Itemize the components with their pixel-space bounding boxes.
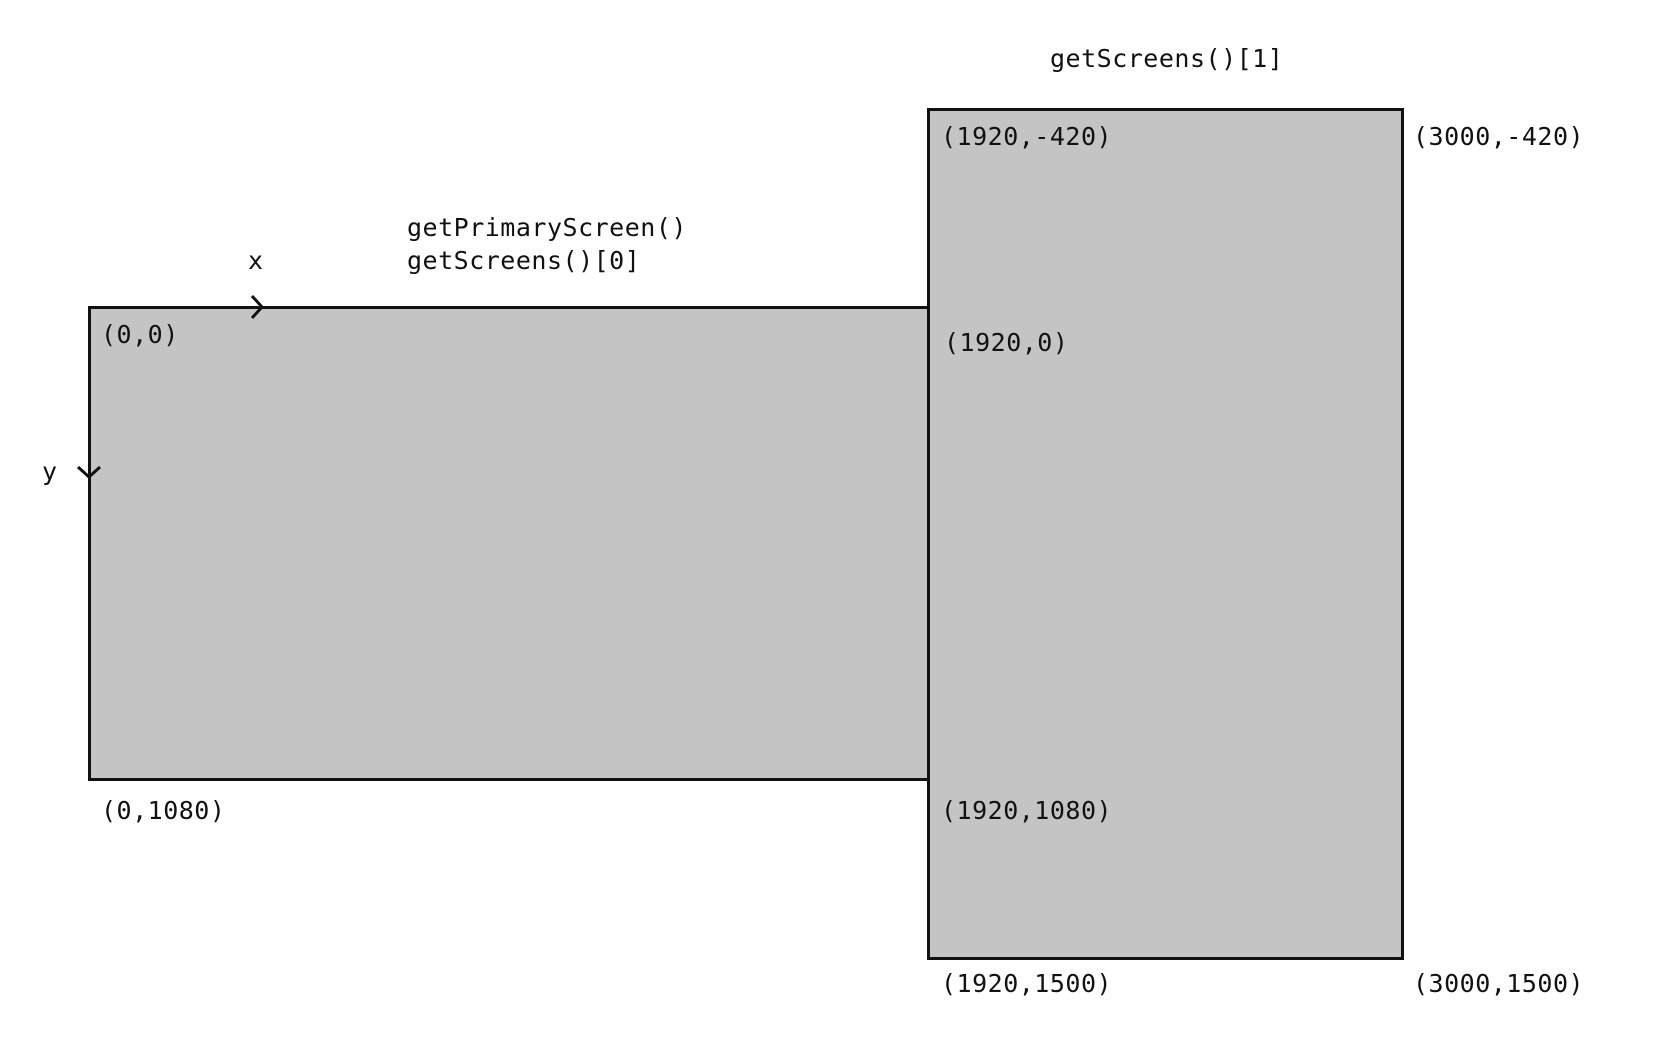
screens-1-call-label: getScreens()[1] — [1050, 44, 1284, 73]
corner-label-secondary-top-left: (1920,-420) — [941, 122, 1113, 151]
primary-screen-rect — [88, 306, 930, 781]
corner-label-secondary-bottom-left: (1920,1500) — [941, 969, 1113, 998]
primary-screen-call-label: getPrimaryScreen() — [407, 213, 687, 242]
corner-label-secondary-left-mid: (1920,0) — [944, 328, 1069, 357]
screens-0-call-label: getScreens()[0] — [407, 246, 641, 275]
corner-label-secondary-left-lower: (1920,1080) — [941, 796, 1113, 825]
x-axis-label: x — [248, 246, 264, 275]
corner-label-primary-bottom-left: (0,1080) — [101, 796, 226, 825]
corner-label-secondary-bottom-right: (3000,1500) — [1413, 969, 1585, 998]
corner-label-origin: (0,0) — [101, 320, 179, 349]
y-axis-label: y — [42, 457, 58, 486]
secondary-screen-rect — [927, 108, 1404, 960]
corner-label-secondary-top-right: (3000,-420) — [1413, 122, 1585, 151]
